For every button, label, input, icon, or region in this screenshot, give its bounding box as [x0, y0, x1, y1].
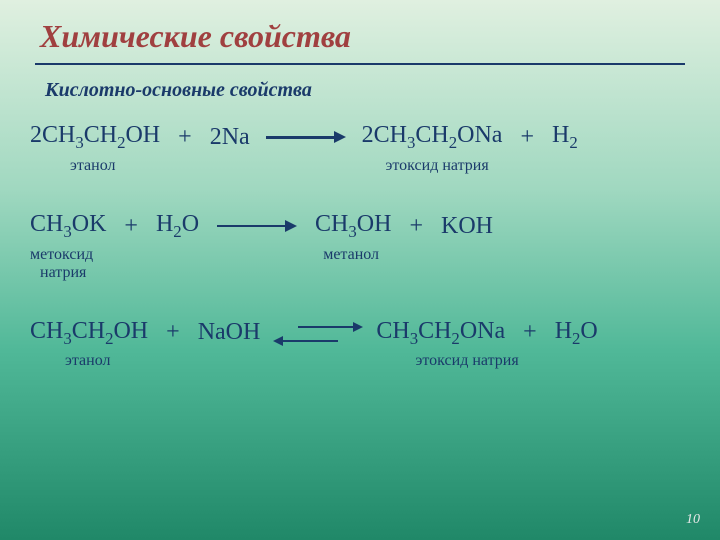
reactant: H2O [156, 211, 199, 242]
product: KOH [441, 213, 493, 240]
reactant-label: натрия [40, 264, 86, 282]
equation-labels-2: натрия [30, 264, 690, 282]
product: 2CH3CH2ONa [362, 122, 503, 153]
plus-sign: + [523, 319, 537, 346]
equation-2: CH3OK + H2O CH3OH + KOH метоксид метанол… [0, 203, 720, 310]
arrow-icon [266, 127, 346, 147]
equilibrium-arrow-icon [268, 318, 368, 348]
product: CH3OH [315, 211, 391, 242]
product: H2 [552, 122, 578, 153]
plus-sign: + [409, 213, 423, 240]
arrow-icon [217, 216, 297, 236]
equation-labels: этанол этоксид натрия [30, 157, 690, 175]
plus-sign: + [166, 319, 180, 346]
equation-row: 2CH3CH2OH + 2Na 2CH3CH2ONa + H2 [30, 122, 690, 153]
equation-1: 2CH3CH2OH + 2Na 2CH3CH2ONa + H2 этанол э… [0, 114, 720, 203]
product-label: этоксид натрия [386, 157, 489, 175]
product: H2O [555, 318, 598, 349]
slide-subtitle: Кислотно-основные свойства [0, 65, 720, 114]
reactant-label: этанол [70, 157, 116, 175]
reactant: 2CH3CH2OH [30, 122, 160, 153]
equation-3: CH3CH2OH + NaОН CH3CH2ONa + H2O этанол э… [0, 310, 720, 399]
product-label: метанол [323, 246, 379, 264]
equation-labels: этанол этоксид натрия [30, 352, 690, 370]
reactant: 2Na [210, 124, 250, 151]
equation-row: CH3OK + H2O CH3OH + KOH [30, 211, 690, 242]
product: CH3CH2ONa [376, 318, 505, 349]
reactant: CH3CH2OH [30, 318, 148, 349]
product-label: этоксид натрия [416, 352, 519, 370]
reactant: CH3OK [30, 211, 106, 242]
plus-sign: + [520, 124, 534, 151]
slide-title: Химические свойства [0, 0, 720, 63]
page-number: 10 [686, 512, 700, 528]
plus-sign: + [178, 124, 192, 151]
equation-row: CH3CH2OH + NaОН CH3CH2ONa + H2O [30, 318, 690, 349]
reactant-label: метоксид [30, 246, 93, 264]
equation-labels: метоксид метанол [30, 246, 690, 264]
reactant-label: этанол [65, 352, 111, 370]
reactant: NaОН [198, 319, 261, 346]
plus-sign: + [124, 213, 138, 240]
